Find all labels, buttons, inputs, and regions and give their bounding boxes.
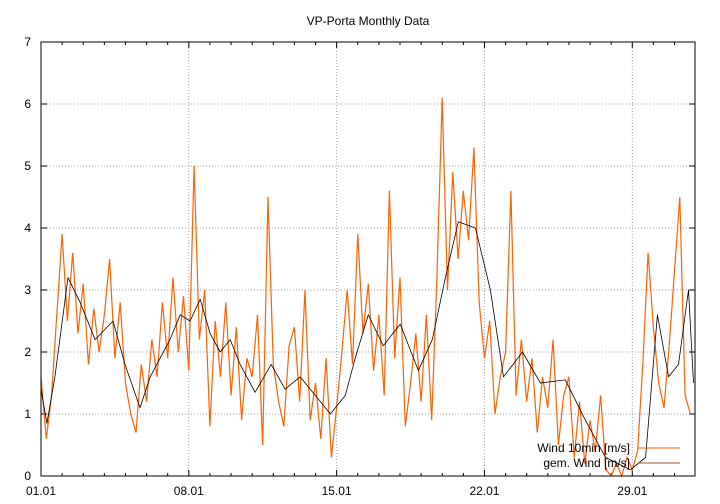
x-tick-label: 08.01 [174, 484, 204, 498]
series-line-wind-10min [40, 97, 691, 478]
y-tick-label: 3 [24, 283, 31, 297]
grid [41, 42, 695, 476]
x-tick-label: 15.01 [322, 484, 352, 498]
series-line-gem-wind [40, 221, 694, 471]
legend: Wind 10min [m/s] gem. Wind [m/s] [537, 441, 680, 470]
y-tick-label: 6 [24, 97, 31, 111]
legend-label-wind-10min: Wind 10min [m/s] [537, 441, 630, 455]
chart-title: VP-Porta Monthly Data [307, 14, 430, 28]
plot-border [40, 41, 696, 477]
x-tick-label: 22.01 [469, 484, 499, 498]
series-layer [40, 97, 694, 478]
x-tick-label: 29.01 [617, 484, 647, 498]
axis-ticks: 0 1 2 3 4 5 6 7 01.01 08.01 15.01 22.01 29.01 [24, 35, 695, 498]
x-tick-label: 01.01 [26, 484, 56, 498]
y-tick-label: 5 [24, 159, 31, 173]
y-tick-label: 7 [24, 35, 31, 49]
y-tick-label: 0 [24, 469, 31, 483]
y-tick-label: 2 [24, 345, 31, 359]
legend-label-gem-wind: gem. Wind [m/s] [543, 456, 630, 470]
y-tick-label: 4 [24, 221, 31, 235]
y-tick-label: 1 [24, 407, 31, 421]
